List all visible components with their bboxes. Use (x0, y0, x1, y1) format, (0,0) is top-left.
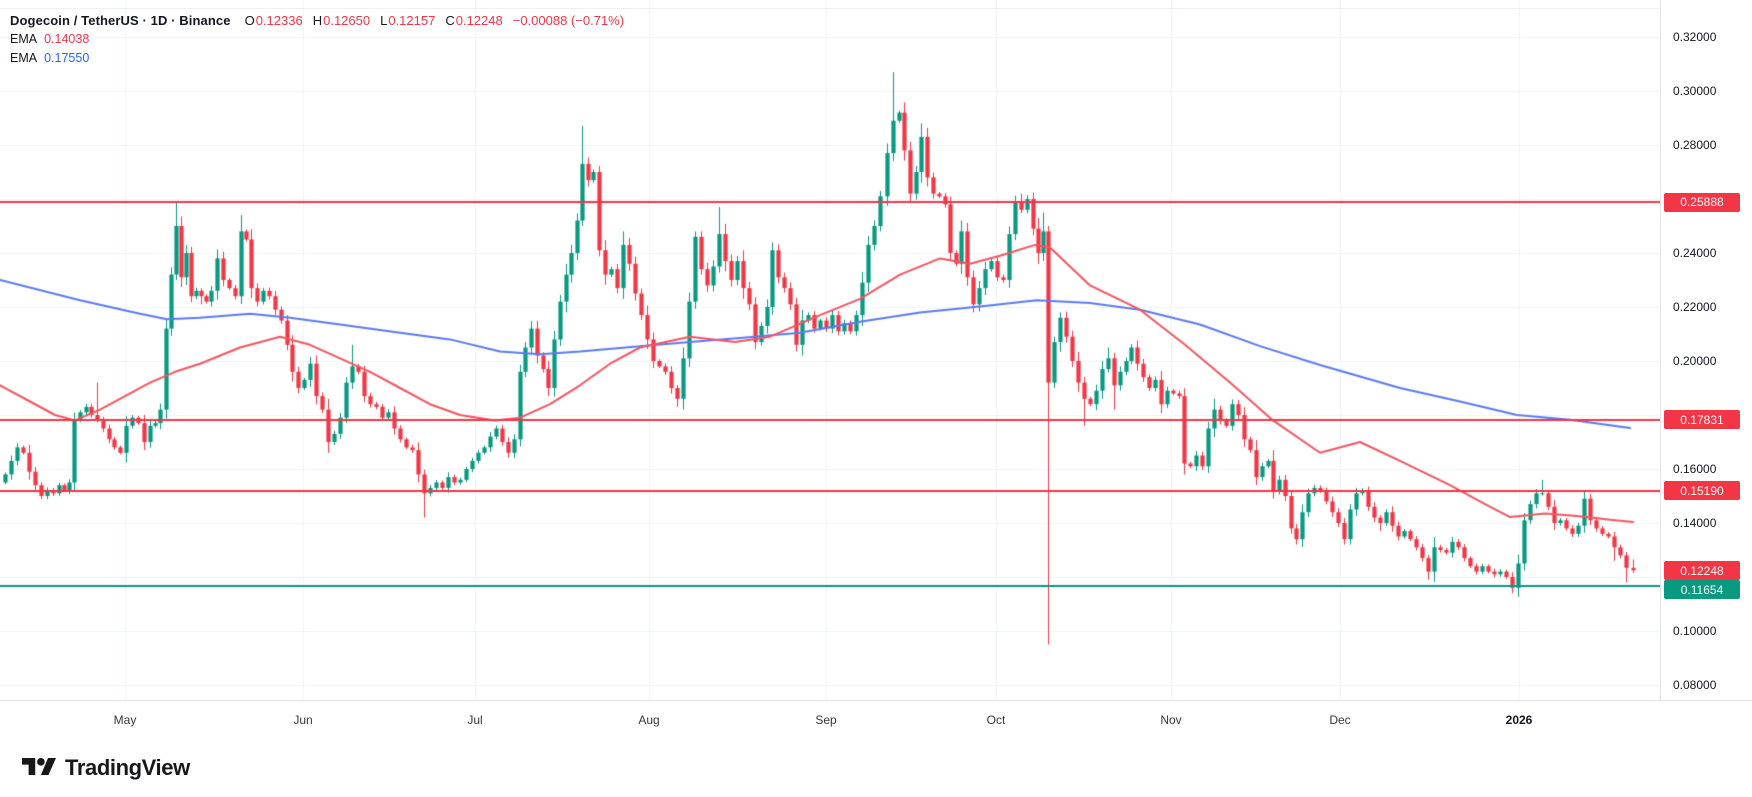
pane-top-border (0, 8, 1752, 9)
price-tick-0.30000: 0.30000 (1673, 84, 1717, 98)
time-label-Sep: Sep (815, 713, 837, 727)
time-label-Jun: Jun (293, 713, 313, 727)
time-label-May: May (113, 713, 137, 727)
low-value: L0.12157 (380, 12, 436, 28)
high-value: H0.12650 (312, 12, 371, 28)
symbol-title[interactable]: Dogecoin / TetherUS · 1D · Binance (10, 12, 231, 28)
ema-fast-label: EMA (10, 32, 38, 46)
symbol-legend-row[interactable]: Dogecoin / TetherUS · 1D · Binance O0.12… (10, 11, 624, 29)
price-label-0.15190: 0.15190 (1664, 481, 1740, 501)
ema-fast-value: 0.14038 (44, 32, 90, 46)
price-tick-0.24000: 0.24000 (1673, 246, 1717, 260)
price-tick-0.08000: 0.08000 (1673, 678, 1717, 692)
time-label-Nov: Nov (1160, 713, 1182, 727)
price-tick-0.14000: 0.14000 (1673, 516, 1717, 530)
tradingview-logo-icon (22, 758, 56, 776)
price-axis[interactable]: 0.32000 0.30000 0.28000 0.24000 0.22000 0.200… (1660, 0, 1752, 700)
time-label-Oct: Oct (986, 713, 1006, 727)
price-label-0.25888: 0.25888 (1664, 192, 1740, 212)
time-label-Dec: Dec (1329, 713, 1351, 727)
open-value: O0.12336 (244, 12, 303, 28)
chart-legend: Dogecoin / TetherUS · 1D · Binance O0.12… (10, 11, 624, 68)
ema-fast-legend-row[interactable]: EMA 0.14038 (10, 30, 624, 48)
price-tick-0.32000: 0.32000 (1673, 30, 1717, 44)
ema-slow-label: EMA (10, 51, 38, 65)
price-tick-0.22000: 0.22000 (1673, 300, 1717, 314)
tradingview-logo[interactable]: TradingView (22, 754, 190, 781)
time-label-2026: 2026 (1505, 713, 1533, 727)
time-axis[interactable]: May Jun Jul Aug Sep Oct Nov Dec 2026 (0, 700, 1752, 742)
price-label-0.12248: 0.12248 (1664, 561, 1740, 580)
ema-slow-value: 0.17550 (44, 51, 90, 65)
ema-slow-legend-row[interactable]: EMA 0.17550 (10, 49, 624, 67)
time-label-Aug: Aug (638, 713, 660, 727)
price-label-0.11654: 0.11654 (1664, 580, 1740, 599)
close-value: C0.12248 (445, 12, 503, 28)
price-tick-0.10000: 0.10000 (1673, 624, 1717, 638)
time-label-Jul: Jul (467, 713, 483, 727)
brand-bar: TradingView (0, 741, 1752, 797)
price-tick-0.16000: 0.16000 (1673, 462, 1717, 476)
tradingview-logo-text: TradingView (65, 754, 190, 780)
change-value: −0.00088 (−0.71%) (512, 12, 625, 28)
price-tick-0.20000: 0.20000 (1673, 354, 1717, 368)
price-tick-0.28000: 0.28000 (1673, 138, 1717, 152)
price-label-0.17831: 0.17831 (1664, 410, 1740, 430)
